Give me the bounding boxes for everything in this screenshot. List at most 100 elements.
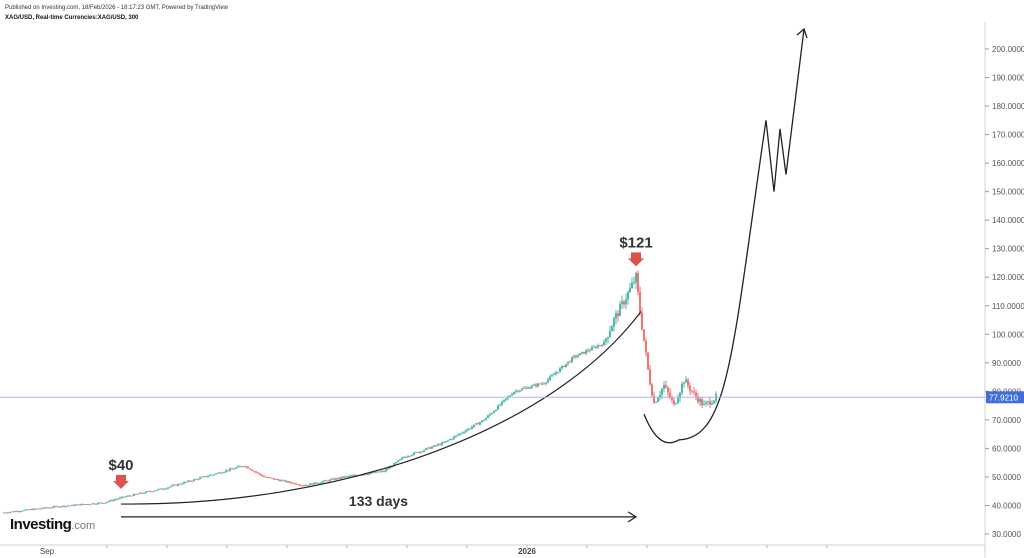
candle-body — [651, 384, 653, 396]
candle-body — [139, 492, 141, 494]
candle-body — [293, 483, 295, 485]
candle-body — [203, 476, 205, 478]
candle-body — [543, 383, 545, 385]
candle-body — [187, 480, 189, 482]
candle-body — [371, 472, 373, 474]
candle-body — [305, 485, 307, 487]
candle-body — [555, 372, 557, 375]
candle-body — [145, 491, 147, 494]
candle-body — [665, 385, 667, 388]
price-tick-label: 180.0000 — [992, 102, 1024, 111]
candle-body — [149, 491, 151, 493]
candle-body — [427, 447, 429, 449]
price-tick-label: 170.0000 — [992, 131, 1024, 140]
candle-body — [659, 394, 661, 398]
candle-body — [557, 372, 559, 373]
label-121: $121 — [619, 234, 652, 251]
candle-body — [269, 477, 271, 479]
candle-body — [577, 355, 579, 357]
candle-body — [635, 273, 637, 283]
candle-body — [461, 432, 463, 434]
candle-body — [705, 402, 707, 404]
price-axis[interactable]: 30.000040.000050.000060.000070.000080.00… — [984, 22, 1024, 558]
candle-body — [671, 397, 673, 401]
price-tick-label: 200.0000 — [992, 45, 1024, 54]
candle-body — [645, 340, 647, 353]
candle-body — [439, 444, 441, 446]
candle-body — [355, 475, 357, 476]
candle-body — [189, 480, 191, 482]
logo-brand: Investing — [10, 516, 72, 533]
candle-body — [337, 478, 339, 479]
candle-body — [279, 479, 281, 482]
candle-body — [703, 403, 705, 405]
candle-body — [333, 478, 335, 480]
candle-body — [637, 273, 639, 292]
candle-body — [373, 472, 375, 474]
candle-body — [501, 401, 503, 405]
symbol-info: XAG/USD, Real-time Currencies:XAG/USD, 3… — [5, 15, 139, 21]
candle-body — [509, 395, 511, 397]
candle-body — [503, 399, 505, 402]
candle-body — [251, 469, 253, 471]
candle-body — [389, 466, 391, 469]
candle-body — [123, 496, 125, 498]
time-axis[interactable]: Sep 2026 — [0, 544, 985, 556]
candle-body — [319, 482, 321, 484]
candle-body — [225, 470, 227, 472]
candle-body — [653, 395, 655, 403]
candle-body — [315, 482, 317, 484]
duration-label: 133 days — [349, 493, 408, 509]
current-price-marker: 77.9210 — [0, 391, 1024, 404]
candle-body — [125, 496, 127, 498]
candle-body — [161, 488, 163, 490]
candle-body — [657, 397, 659, 402]
price-tick-label: 30.0000 — [992, 530, 1021, 539]
candle-body — [581, 351, 583, 354]
candle-body — [683, 382, 685, 384]
candle-body — [223, 471, 225, 473]
candle-body — [459, 433, 461, 435]
candle-body — [487, 415, 489, 419]
candle-body — [327, 480, 329, 482]
candle-body — [449, 439, 451, 441]
candle-body — [353, 475, 355, 476]
candle-body — [387, 468, 389, 470]
candle-body — [641, 312, 643, 330]
candlestick-series — [3, 270, 717, 514]
price-tick-label: 50.0000 — [992, 473, 1021, 482]
projection-arrow-head — [796, 27, 808, 39]
candle-body — [323, 480, 325, 482]
candle-body — [95, 503, 97, 505]
candle-body — [49, 507, 51, 509]
candle-body — [59, 506, 61, 508]
candle-body — [15, 511, 17, 512]
candle-body — [283, 480, 285, 482]
candle-body — [213, 474, 215, 476]
candle-body — [57, 506, 59, 508]
candle-body — [331, 478, 333, 480]
candle-body — [235, 467, 237, 469]
price-tick-label: 130.0000 — [992, 245, 1024, 254]
candle-body — [647, 352, 649, 370]
candle-body — [85, 504, 87, 505]
projection-path — [643, 28, 805, 444]
candle-body — [469, 428, 471, 430]
candle-body — [553, 374, 555, 376]
candle-body — [201, 476, 203, 478]
candle-body — [75, 504, 77, 506]
candle-body — [87, 504, 89, 505]
candle-body — [597, 345, 599, 348]
candle-body — [143, 493, 145, 494]
candle-body — [395, 462, 397, 464]
candle-body — [55, 506, 57, 508]
candle-body — [105, 502, 107, 504]
candle-body — [157, 489, 159, 491]
candle-body — [103, 502, 105, 504]
candle-body — [339, 477, 341, 479]
candle-body — [399, 459, 401, 461]
candle-body — [445, 441, 447, 443]
candle-body — [693, 391, 695, 393]
candle-body — [527, 387, 529, 389]
